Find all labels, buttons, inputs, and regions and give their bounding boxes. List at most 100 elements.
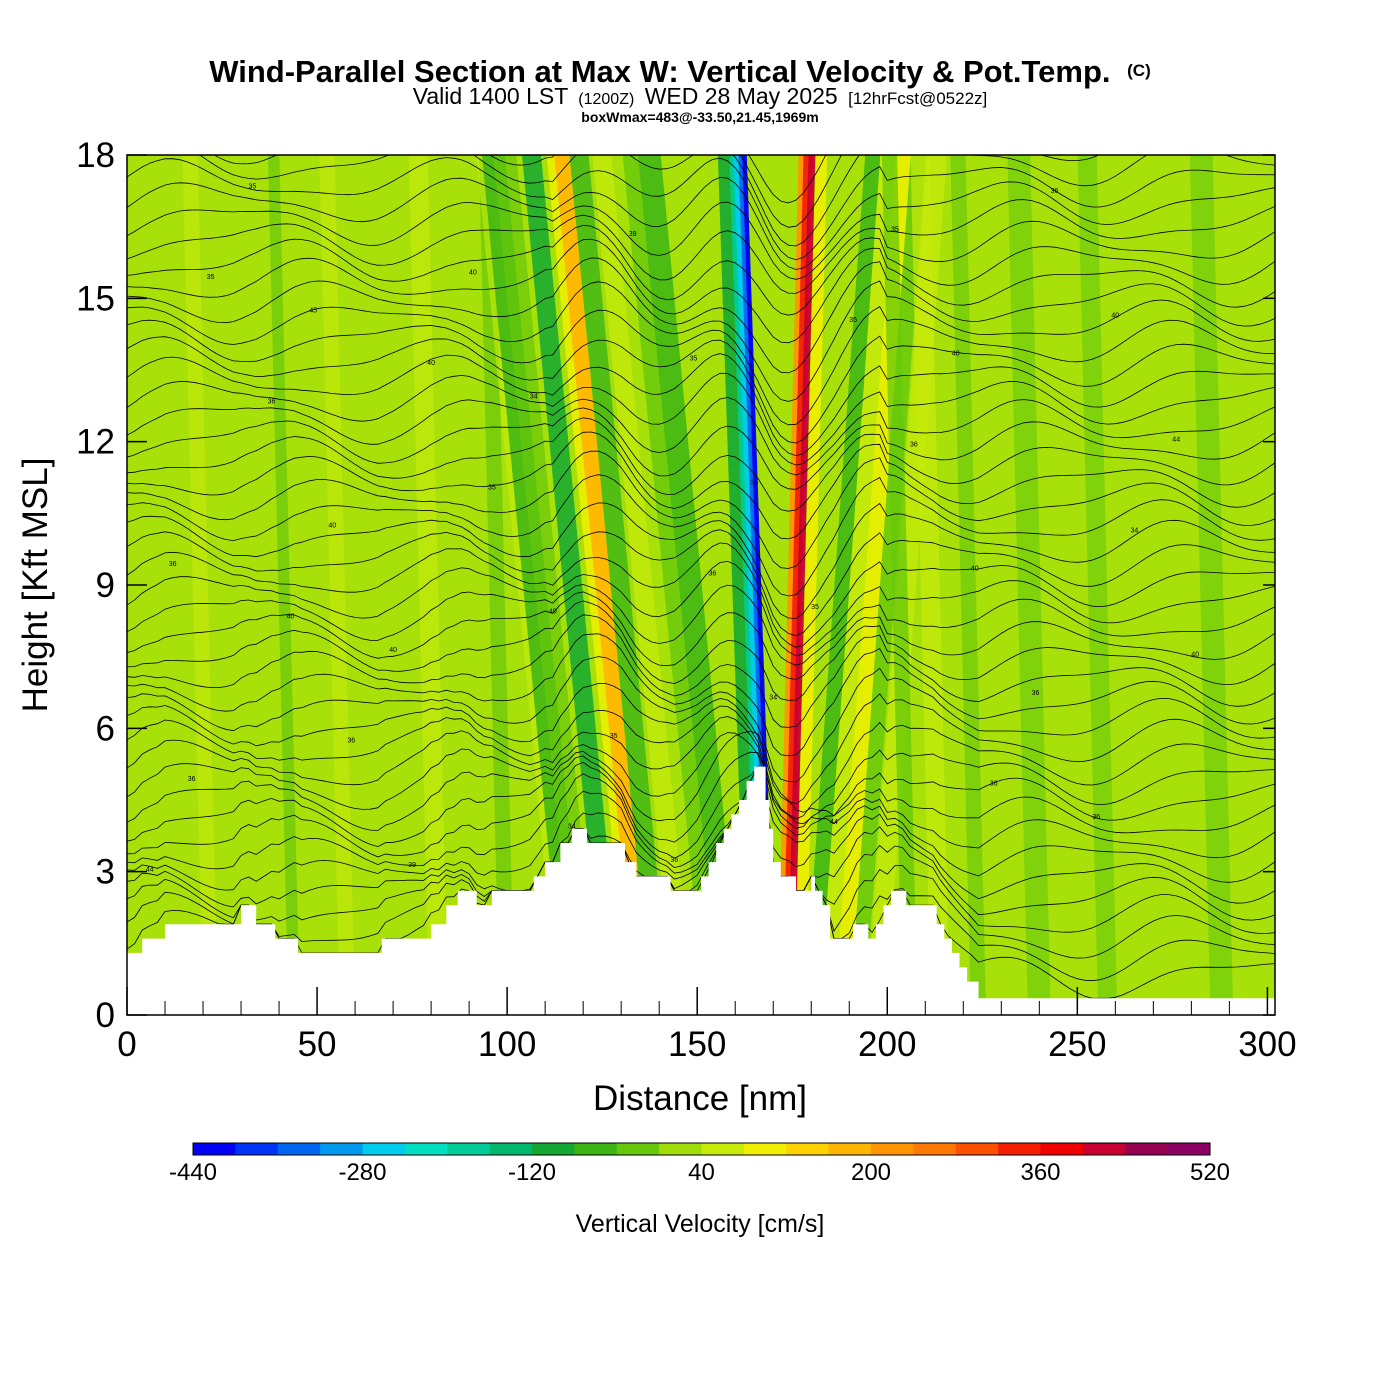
theta-contour-4 [127, 765, 1275, 921]
theta-contour-labels: 44 40 40 34 36 35 36 34 35 36 35 39 34 36 36 40 36 39 40 35… [146, 183, 1199, 873]
theta-label-27: 35 [750, 480, 758, 487]
theta-label-23: 36 [188, 776, 196, 783]
theta-label-21: 40 [971, 566, 979, 573]
y-tick-label-3: 9 [96, 566, 115, 605]
theta-contour-13 [127, 656, 1275, 783]
theta-label-37: 36 [1092, 814, 1100, 821]
colorbar-label-6: 520 [1190, 1159, 1230, 1186]
theta-label-19: 35 [690, 355, 698, 362]
colorbar-swatch-22 [1125, 1143, 1169, 1155]
colorbar-swatch-21 [1082, 1143, 1126, 1155]
velocity-band-34 [1189, 155, 1234, 1015]
chart-title-main: Wind-Parallel Section at Max W: Vertical… [209, 54, 1110, 89]
theta-contour-30 [127, 353, 1275, 457]
colorbar-label-4: 200 [851, 1159, 891, 1186]
subtitle-utc: (1200Z) [578, 91, 634, 108]
x-tick-label-1: 50 [298, 1025, 337, 1064]
theta-label-24: 40 [328, 523, 336, 530]
theta-label-39: 45 [309, 308, 317, 315]
velocity-band-13 [622, 155, 720, 1015]
theta-contour-10 [127, 716, 1275, 829]
colorbar-label-0: -440 [169, 1159, 217, 1186]
colorbar-swatch-3 [320, 1143, 364, 1155]
theta-label-3: 34 [568, 824, 576, 831]
theta-label-20: 44 [830, 819, 838, 826]
theta-contour-33 [127, 280, 1275, 402]
theta-contour-6 [127, 761, 1275, 883]
theta-contour-11 [127, 705, 1275, 820]
colorbar-swatch-23 [1167, 1143, 1211, 1155]
x-tick-label-3: 150 [668, 1025, 726, 1064]
theta-label-35: 35 [811, 604, 819, 611]
chart-title: Wind-Parallel Section at Max W: Vertical… [209, 54, 1151, 89]
colorbar-swatch-13 [743, 1143, 787, 1155]
theta-contour-7 [127, 751, 1275, 859]
x-tick-label-4: 200 [858, 1025, 916, 1064]
theta-label-29: 36 [1032, 690, 1040, 697]
theta-contour-24 [127, 450, 1275, 569]
theta-contour-37 [127, 214, 1275, 294]
theta-label-17: 39 [408, 862, 416, 869]
theta-contour-23 [127, 474, 1275, 597]
theta-label-5: 35 [849, 317, 857, 324]
theta-contour-17 [127, 591, 1275, 680]
theta-contour-39 [127, 176, 1275, 270]
velocity-band-0 [182, 155, 219, 1015]
theta-label-33: 34 [530, 394, 538, 401]
theta-contour-20 [127, 542, 1275, 648]
y-tick-label-0: 0 [96, 996, 115, 1035]
theta-contour-8 [127, 730, 1275, 834]
velocity-band-24 [803, 155, 881, 1015]
x-tick-label-2: 100 [478, 1025, 536, 1064]
velocity-band-11 [569, 155, 675, 1015]
theta-label-18: 40 [549, 609, 557, 616]
theta-label-1: 40 [287, 613, 295, 620]
theta-contour-9 [127, 732, 1275, 836]
colorbar-swatch-5 [404, 1143, 448, 1155]
theta-contour-15 [127, 614, 1275, 728]
theta-label-6: 36 [990, 781, 998, 788]
velocity-band-4 [479, 155, 515, 1015]
theta-label-12: 34 [769, 695, 777, 702]
subtitle-date: WED 28 May 2025 [645, 83, 838, 109]
x-axis-title: Distance [nm] [593, 1079, 807, 1118]
theta-label-26: 35 [610, 733, 618, 740]
colorbar-label-3: 40 [688, 1159, 715, 1186]
terrain-mask [127, 766, 1275, 1015]
colorbar-swatch-10 [616, 1143, 660, 1155]
theta-contour-35 [127, 238, 1275, 344]
theta-label-25: 40 [469, 269, 477, 276]
y-tick-label-2: 6 [96, 709, 115, 748]
colorbar-swatch-16 [871, 1143, 914, 1155]
theta-contour-31 [127, 335, 1275, 444]
colorbar-swatch-18 [955, 1143, 999, 1155]
y-tick-label-5: 15 [76, 279, 115, 318]
theta-label-31: 35 [249, 183, 257, 190]
velocity-band-30 [910, 155, 950, 1015]
theta-contour-18 [127, 584, 1275, 666]
chart-subtitle-boxwmax: boxWmax=483@-33.50,21.45,1969m [581, 109, 818, 125]
theta-label-15: 40 [1191, 652, 1199, 659]
colorbar-swatch-17 [913, 1143, 957, 1155]
colorbar-swatch-8 [532, 1143, 575, 1155]
theta-label-32: 40 [389, 647, 397, 654]
colorbar-label-5: 360 [1020, 1159, 1060, 1186]
theta-contour-41 [199, 155, 1275, 247]
colorbar-tick-labels: -440 -280 -120 40 200 360 520 [169, 1159, 1230, 1186]
velocity-band-27 [849, 155, 926, 1015]
theta-contour-12 [127, 682, 1275, 805]
colorbar-title: Vertical Velocity [cm/s] [576, 1210, 825, 1238]
colorbar-swatch-4 [362, 1143, 406, 1155]
velocity-band-8 [522, 155, 624, 1015]
theta-contour-21 [127, 529, 1275, 637]
colorbar-swatch-15 [828, 1143, 872, 1155]
colorbar-swatch-19 [998, 1143, 1042, 1155]
theta-contour-3 [127, 765, 1275, 934]
y-tick-label-1: 3 [96, 853, 115, 892]
theta-label-2: 40 [427, 360, 435, 367]
theta-contour-22 [127, 502, 1275, 619]
theta-label-13: 36 [910, 441, 918, 448]
y-tick-label-6: 18 [76, 136, 115, 175]
velocity-band-2 [319, 155, 356, 1015]
